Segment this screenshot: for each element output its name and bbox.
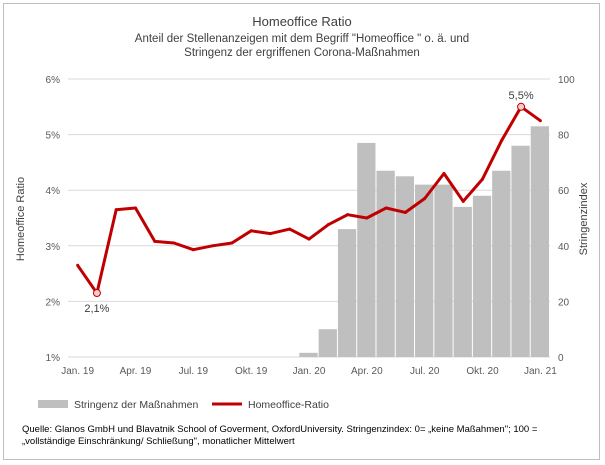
line-point xyxy=(153,239,157,243)
annotation-label: 5,5% xyxy=(509,90,534,102)
x-tick-label: Okt. 19 xyxy=(235,366,268,377)
y-right-tick-label: 100 xyxy=(558,75,575,86)
chart-title: Homeoffice Ratio xyxy=(252,14,351,29)
y-left-tick-label: 6% xyxy=(46,75,61,86)
x-tick-label: Jan. 20 xyxy=(293,366,326,377)
bar xyxy=(299,352,318,357)
line-point xyxy=(249,229,253,233)
line-point xyxy=(384,206,388,210)
line-point xyxy=(133,206,137,210)
homeoffice-chart: Homeoffice Ratio Anteil der Stellenanzei… xyxy=(15,14,590,411)
x-axis-ticks: Jan. 19 Apr. 19 Jul. 19 Okt. 19 Jan. 20 Apr. … xyxy=(61,366,557,377)
annotation-label: 2,1% xyxy=(84,303,109,315)
annotation-marker xyxy=(517,102,526,111)
annotation-marker xyxy=(92,289,101,298)
left-axis-ticks: 1% 2% 3% 4% 5% 6% xyxy=(46,75,61,364)
line-point xyxy=(76,263,80,267)
y-right-axis-title: Stringenzindex xyxy=(578,182,590,255)
line-point xyxy=(461,199,465,203)
x-tick-label: Jul. 20 xyxy=(410,366,440,377)
chart-frame: Homeoffice Ratio Anteil der Stellenanzei… xyxy=(3,3,600,460)
bar xyxy=(415,184,434,357)
bar xyxy=(530,126,549,357)
bar xyxy=(453,206,472,357)
line-point xyxy=(365,216,369,220)
source-note: Quelle: Glanos GmbH und Blavatnik School… xyxy=(22,424,597,448)
y-left-tick-label: 5% xyxy=(46,131,61,142)
line-point xyxy=(307,237,311,241)
x-tick-label: Okt. 20 xyxy=(466,366,499,377)
source-line-2: „vollständige Einschränkung/ Schließung"… xyxy=(22,436,295,447)
bar xyxy=(318,329,337,357)
y-right-tick-label: 80 xyxy=(558,131,570,142)
bar xyxy=(376,170,395,357)
x-tick-label: Jul. 19 xyxy=(179,366,209,377)
line-point xyxy=(191,248,195,252)
line-series xyxy=(76,105,542,295)
line-point xyxy=(442,172,446,176)
bar xyxy=(357,142,376,357)
annotations: 2,1% 5,5% xyxy=(84,90,533,315)
y-left-tick-label: 4% xyxy=(46,186,61,197)
line-point xyxy=(500,138,504,142)
line-point xyxy=(230,241,234,245)
source-line-1: Quelle: Glanos GmbH und Blavatnik School… xyxy=(22,424,538,435)
y-right-tick-label: 60 xyxy=(558,186,570,197)
chart-subtitle-line-1: Anteil der Stellenanzeigen mit dem Begri… xyxy=(135,33,469,45)
line-point xyxy=(538,119,542,123)
line-point xyxy=(423,197,427,201)
line-point xyxy=(172,241,176,245)
bar xyxy=(492,170,511,357)
y-right-tick-label: 40 xyxy=(558,242,570,253)
y-right-tick-label: 0 xyxy=(558,353,564,364)
line-point xyxy=(403,210,407,214)
chart-subtitle-line-2: Stringenz der ergriffenen Corona-Maßnahm… xyxy=(184,47,420,59)
y-left-tick-label: 2% xyxy=(46,297,61,308)
x-tick-label: Apr. 20 xyxy=(351,366,383,377)
x-tick-label: Jan. 21 xyxy=(524,366,557,377)
line-point xyxy=(288,227,292,231)
x-tick-label: Jan. 19 xyxy=(61,366,94,377)
bar xyxy=(395,176,415,357)
bar-series xyxy=(299,126,549,357)
bar xyxy=(337,229,357,357)
legend-bar-swatch xyxy=(38,400,68,408)
y-left-tick-label: 1% xyxy=(46,353,61,364)
line-point xyxy=(346,213,350,217)
y-left-tick-label: 3% xyxy=(46,242,61,253)
y-left-axis-title: Homeoffice Ratio xyxy=(15,177,27,261)
line-point xyxy=(268,232,272,236)
x-tick-label: Apr. 19 xyxy=(120,366,152,377)
bar xyxy=(511,145,530,357)
right-axis-ticks: 0 20 40 60 80 100 xyxy=(558,75,575,364)
bar xyxy=(472,195,492,357)
bar xyxy=(434,184,453,357)
legend-bar-label: Stringenz der Maßnahmen xyxy=(74,399,198,411)
line-point xyxy=(326,223,330,227)
line-point xyxy=(211,244,215,248)
y-right-tick-label: 20 xyxy=(558,297,570,308)
line-point xyxy=(481,177,485,181)
legend: Stringenz der Maßnahmen Homeoffice-Ratio xyxy=(38,399,329,411)
legend-line-label: Homeoffice-Ratio xyxy=(248,399,329,411)
line-point xyxy=(114,208,118,212)
